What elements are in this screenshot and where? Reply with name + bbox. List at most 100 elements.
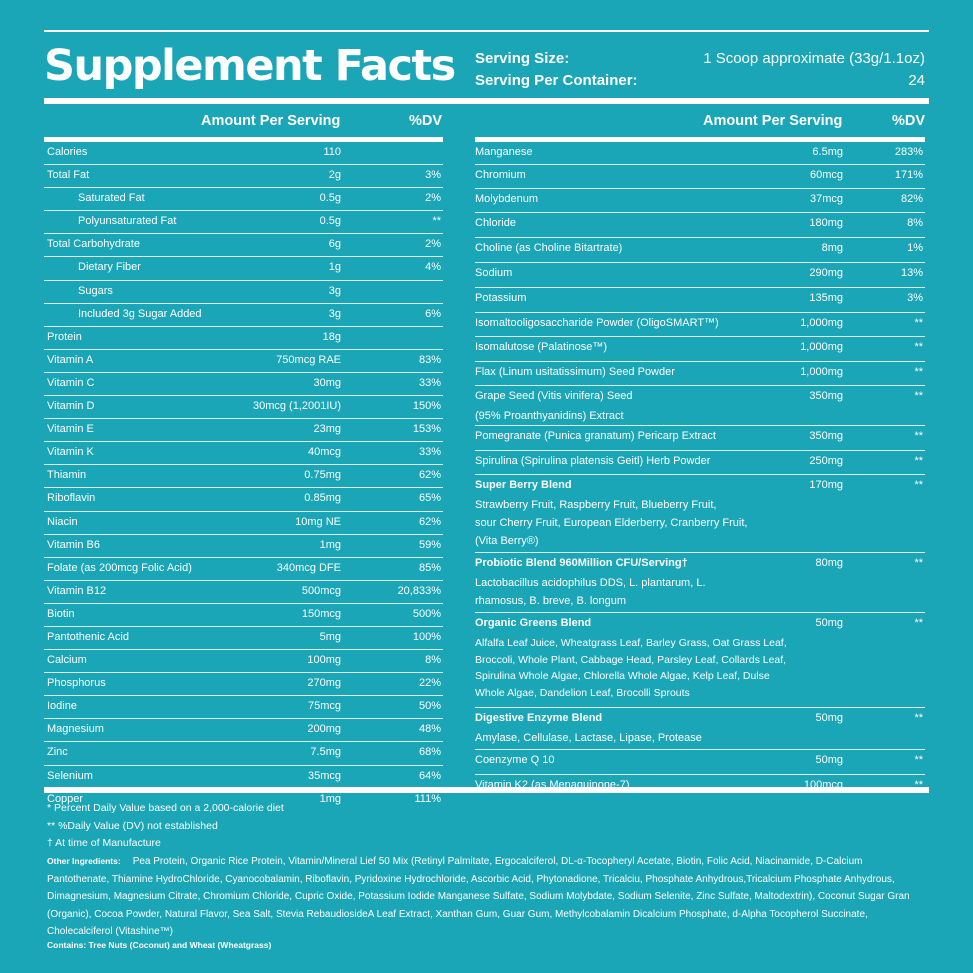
nutrient-amount: 1g <box>328 261 341 274</box>
ingredient-dv: ** <box>914 479 923 491</box>
ingredient-subtext-line: sour Cherry Fruit, European Elderberry, … <box>475 517 748 529</box>
header-thick-rule <box>44 98 929 104</box>
nutrient-name: Included 3g Sugar Added <box>78 307 202 320</box>
nutrient-amount: 100mg <box>307 654 341 667</box>
nutrient-amount: 1mg <box>319 538 341 551</box>
ingredient-name: Chromium <box>475 169 526 181</box>
nutrient-name: Vitamin B12 <box>47 584 107 597</box>
right-dv-header: %DV <box>892 113 926 129</box>
ingredient-amount: 1,000mg <box>800 317 843 329</box>
nutrient-dv: 62% <box>418 469 441 482</box>
nutrient-row: Vitamin E 23mg 153% <box>44 419 443 443</box>
allergen-statement: Contains: Tree Nuts (Coconut) and Wheat … <box>47 940 272 950</box>
ingredient-dv: 3% <box>907 292 923 304</box>
nutrient-dv: 33% <box>418 446 441 459</box>
ingredient-row: Chloride 180mg 8% <box>475 213 925 238</box>
nutrient-amount: 30mcg (1,2001IU) <box>252 400 341 413</box>
ingredient-row: Chromium 60mcg 171% <box>475 165 925 189</box>
nutrient-name: Biotin <box>47 607 75 620</box>
nutrient-dv: 22% <box>418 677 441 690</box>
ingredient-amount: 50mg <box>815 712 843 724</box>
ingredient-subtext: (95% Proanthyanidins) Extract <box>475 407 624 425</box>
nutrient-dv: 68% <box>418 746 441 759</box>
ingredient-name: Sodium <box>475 267 513 279</box>
nutrient-name: Copper <box>47 792 84 805</box>
nutrient-dv: 500% <box>412 607 441 620</box>
ingredient-row: Probiotic Blend 960Million CFU/Serving† 8… <box>475 553 925 613</box>
nutrient-amount: 10mg NE <box>295 515 341 528</box>
nutrient-row: Sugars 3g <box>44 281 443 304</box>
right-nutrient-table: Manganese 6.5mg 283% Chromium 60mcg 171% Molyb… <box>475 142 925 798</box>
nutrient-row: Polyunsaturated Fat 0.5g ** <box>44 211 443 235</box>
nutrient-dv: 62% <box>418 515 441 528</box>
nutrient-dv: 2% <box>425 192 441 205</box>
ingredient-row: Potassium 135mg 3% <box>475 288 925 313</box>
ingredient-amount: 8mg <box>821 242 843 254</box>
nutrient-amount: 30mg <box>313 376 341 389</box>
nutrient-amount: 150mcg <box>301 607 341 620</box>
ingredient-name: Flax (Linum usitatissimum) Seed Powder <box>475 366 675 378</box>
nutrient-row: Pantothenic Acid 5mg 100% <box>44 627 443 651</box>
nutrient-row: Copper 1mg 111% <box>44 789 443 811</box>
nutrient-name: Vitamin B6 <box>47 538 100 551</box>
nutrient-amount: 40mcg <box>307 446 341 459</box>
ingredient-amount: 250mg <box>809 455 843 467</box>
ingredient-row: Super Berry Blend 170mg ** Strawberry Fruit… <box>475 475 925 553</box>
nutrient-name: Phosphorus <box>47 677 106 690</box>
ingredient-name: Spirulina (Spirulina platensis Geitl) He… <box>475 455 711 467</box>
nutrient-amount: 18g <box>322 330 341 343</box>
nutrient-dv: ** <box>432 215 441 228</box>
ingredient-dv: ** <box>914 390 923 402</box>
footer-thick-rule <box>44 787 929 793</box>
nutrient-name: Calcium <box>47 654 87 667</box>
nutrient-amount: 7.5mg <box>310 746 341 759</box>
servings-per-container-label: Serving Per Container: <box>475 72 638 89</box>
ingredient-amount: 80mg <box>815 557 843 569</box>
ingredient-subtext-line: (Vita Berry®) <box>475 535 539 547</box>
nutrient-amount: 200mg <box>307 723 341 736</box>
nutrient-amount: 270mg <box>307 677 341 690</box>
ingredient-name: Isomaltooligosaccharide Powder (OligoSMA… <box>475 317 719 329</box>
nutrient-row: Magnesium 200mg 48% <box>44 719 443 743</box>
other-ingredients-text: Pea Protein, Organic Rice Protein, Vitam… <box>47 856 910 938</box>
nutrient-amount: 5mg <box>319 630 341 643</box>
nutrient-row: Selenium 35mcg 64% <box>44 766 443 789</box>
nutrient-amount: 35mcg <box>307 769 341 782</box>
ingredient-row: Spirulina (Spirulina platensis Geitl) He… <box>475 451 925 475</box>
ingredient-name: Probiotic Blend 960Million CFU/Serving† <box>475 557 688 569</box>
nutrient-amount: 3g <box>328 307 341 320</box>
nutrient-name: Total Carbohydrate <box>47 238 140 251</box>
nutrient-dv: 3% <box>425 169 441 182</box>
nutrient-dv: 83% <box>418 353 441 366</box>
nutrient-row: Vitamin C 30mg 33% <box>44 373 443 397</box>
ingredient-dv: ** <box>914 341 923 353</box>
nutrient-amount: 0.5g <box>319 192 341 205</box>
ingredient-amount: 37mcg <box>809 193 843 205</box>
nutrient-dv: 6% <box>425 307 441 320</box>
ingredient-amount: 350mg <box>809 390 843 402</box>
ingredient-subtext-line: rhamosus, B. breve, B. longum <box>475 595 627 607</box>
nutrient-name: Saturated Fat <box>78 192 145 205</box>
nutrient-dv: 20,833% <box>397 584 441 597</box>
nutrient-name: Folate (as 200mcg Folic Acid) <box>47 561 192 574</box>
left-amount-header: Amount Per Serving <box>201 113 341 129</box>
ingredient-dv: ** <box>914 455 923 467</box>
ingredient-dv: ** <box>914 712 923 724</box>
ingredient-name: Potassium <box>475 292 527 304</box>
nutrient-row: Thiamin 0.75mg 62% <box>44 465 443 489</box>
nutrient-amount: 0.75mg <box>304 469 341 482</box>
ingredient-name: Super Berry Blend <box>475 479 572 491</box>
ingredient-row: Digestive Enzyme Blend 50mg ** Amylase, Cel… <box>475 708 925 750</box>
ingredient-amount: 350mg <box>809 430 843 442</box>
ingredient-dv: ** <box>914 317 923 329</box>
nutrient-amount: 0.85mg <box>304 492 341 505</box>
nutrient-dv: 111% <box>414 792 441 805</box>
nutrient-row: Vitamin D 30mcg (1,2001IU) 150% <box>44 396 443 420</box>
nutrient-row: Zinc 7.5mg 68% <box>44 742 443 766</box>
nutrient-dv: 100% <box>412 630 441 643</box>
nutrient-row: Vitamin A 750mcg RAE 83% <box>44 350 443 373</box>
nutrient-name: Niacin <box>47 515 78 528</box>
top-rule <box>44 30 929 32</box>
ingredient-name: Digestive Enzyme Blend <box>475 712 603 724</box>
nutrient-row: Vitamin B6 1mg 59% <box>44 535 443 558</box>
